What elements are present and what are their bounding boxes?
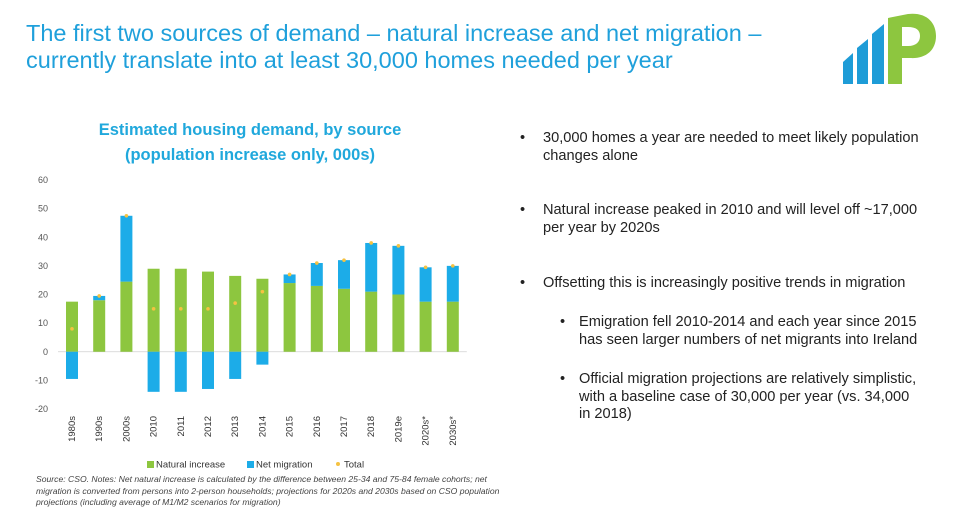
total-marker: [70, 327, 74, 331]
bar-net-migration: [147, 351, 160, 392]
y-tick-label: -20: [35, 404, 48, 414]
sub-bullet-text-1: Emigration fell 2010-2014 and each year …: [579, 314, 918, 348]
total-marker: [451, 264, 455, 268]
x-tick-label: 2014: [257, 416, 268, 437]
x-tick-label: 2017: [339, 416, 350, 437]
bullet-item-2: • Natural increase peaked in 2010 and wi…: [520, 202, 920, 237]
total-marker: [206, 307, 210, 311]
bullet-text-2: Natural increase peaked in 2010 and will…: [543, 202, 918, 236]
y-tick-label: 30: [38, 261, 48, 271]
x-tick-label: 2010: [149, 416, 160, 437]
y-tick-label: 50: [38, 204, 48, 214]
y-tick-label: 60: [38, 175, 48, 185]
bar-natural-increase: [310, 285, 323, 352]
y-tick-label: 10: [38, 318, 48, 328]
x-tick-label: 1990s: [94, 416, 105, 442]
y-tick-label: -10: [35, 375, 48, 385]
bar-net-migration: [93, 295, 106, 301]
bar-net-migration: [202, 351, 214, 389]
sub-bullet-text-2: Official migration projections are relat…: [579, 371, 917, 422]
bar-net-migration: [446, 265, 459, 302]
legend-swatch: [147, 461, 154, 468]
legend-swatch: [336, 462, 340, 466]
total-marker: [179, 307, 183, 311]
bar-natural-increase: [93, 300, 106, 352]
bullet-item-1: • 30,000 homes a year are needed to meet…: [520, 130, 920, 165]
y-tick-label: 20: [38, 290, 48, 300]
legend-label: Natural increase: [156, 460, 225, 471]
bullet-dot: •: [520, 202, 526, 218]
total-marker: [124, 213, 129, 218]
bar-net-migration: [283, 274, 296, 284]
y-tick-label: 40: [38, 232, 48, 242]
chart-title-line-1: Estimated housing demand, by source: [98, 121, 402, 139]
legend-label: Total: [344, 460, 364, 471]
total-marker: [151, 307, 156, 311]
legend-swatch: [247, 461, 254, 468]
x-tick-label: 2030s*: [448, 416, 459, 446]
bar-net-migration: [120, 215, 133, 282]
bar-natural-increase: [229, 275, 242, 352]
total-marker: [97, 294, 101, 298]
bar-net-migration: [365, 242, 378, 292]
bullet-dot: •: [520, 275, 526, 291]
total-marker: [287, 272, 292, 277]
sub-bullet-item-2: • Official migration projections are rel…: [560, 371, 920, 424]
bullet-text-3: Offsetting this is increasingly positive…: [543, 275, 906, 291]
total-marker: [233, 301, 237, 305]
slide-title-line-2: currently translate into at least 30,000…: [26, 47, 673, 73]
bar-natural-increase: [202, 271, 214, 352]
bar-natural-increase: [419, 301, 432, 352]
housing-demand-chart: -20 -10 0 10 20 30 40 50 60 1980s 1990s 2000s 2010 20…: [35, 175, 467, 471]
legend-label: Net migration: [256, 460, 313, 471]
bullet-dot: •: [520, 130, 526, 146]
x-tick-label: 2000s: [121, 416, 132, 442]
bar-net-migration: [392, 245, 405, 295]
slide-title: The first two sources of demand – natura…: [26, 20, 826, 74]
x-tick-label: 2011: [176, 416, 187, 436]
bar-net-migration: [174, 351, 187, 392]
x-tick-label: 2016: [312, 416, 323, 437]
slide-title-line-1: The first two sources of demand – natura…: [26, 20, 762, 46]
x-tick-label: 2020s*: [421, 416, 432, 446]
x-tick-label: 2015: [285, 416, 296, 437]
total-marker: [260, 289, 265, 294]
source-note: Source: CSO. Notes: Net natural increase…: [36, 474, 500, 508]
bar-natural-increase: [392, 294, 405, 352]
sub-bullet-dot: •: [560, 371, 566, 387]
bar-net-migration: [256, 351, 269, 365]
bar-natural-increase: [283, 283, 296, 352]
x-tick-label: 1980s: [67, 416, 78, 442]
x-tick-label: 2018: [366, 416, 377, 437]
bar-net-migration: [419, 267, 432, 302]
bar-natural-increase: [120, 281, 133, 352]
total-marker: [396, 244, 401, 248]
bar-natural-increase: [66, 301, 78, 352]
sub-bullet-item-1: • Emigration fell 2010-2014 and each yea…: [560, 314, 920, 349]
total-marker: [369, 241, 374, 245]
bar-natural-increase: [338, 288, 350, 352]
sub-bullet-dot: •: [560, 314, 566, 330]
x-tick-label: 2012: [203, 416, 214, 437]
x-tick-label: 2019e: [393, 416, 404, 442]
bullet-text-1: 30,000 homes a year are needed to meet l…: [543, 130, 919, 164]
bar-net-migration: [310, 263, 323, 286]
total-marker: [423, 265, 428, 270]
bar-natural-increase: [365, 291, 378, 352]
total-marker: [342, 258, 346, 262]
total-marker: [315, 261, 319, 265]
chart-title-line-2: (population increase only, 000s): [124, 146, 375, 164]
bar-net-migration: [338, 260, 350, 289]
bar-net-migration: [229, 351, 242, 379]
bar-net-migration: [66, 351, 78, 379]
bar-chart-p-logo-icon: [843, 13, 936, 85]
bullet-item-3: • Offsetting this is increasingly positi…: [520, 275, 905, 293]
bar-natural-increase: [446, 301, 459, 352]
x-tick-label: 2013: [230, 416, 241, 437]
bar-natural-increase: [256, 278, 269, 352]
y-tick-label: 0: [43, 347, 48, 357]
chart-title: Estimated housing demand, by source (pop…: [30, 118, 470, 168]
